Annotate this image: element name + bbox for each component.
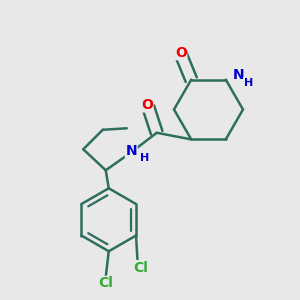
- Text: Cl: Cl: [133, 261, 148, 274]
- Text: O: O: [175, 46, 187, 60]
- Text: O: O: [141, 98, 153, 112]
- Text: H: H: [140, 153, 149, 163]
- Text: N: N: [125, 144, 137, 158]
- Text: Cl: Cl: [98, 276, 113, 290]
- Text: H: H: [244, 78, 253, 88]
- Text: N: N: [232, 68, 244, 82]
